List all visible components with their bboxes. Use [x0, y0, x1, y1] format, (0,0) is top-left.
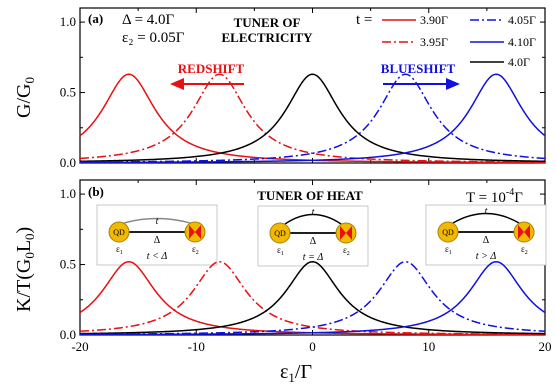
panel-b-tag: (b) [88, 184, 104, 199]
panel-a-ylabel: G/G0 [13, 77, 37, 118]
ytick-label: 0.0 [60, 155, 76, 170]
curves [79, 73, 546, 336]
inset-t-label: t [485, 206, 488, 217]
inset-delta-label: Δ [483, 235, 490, 246]
inset-t-label: t [312, 207, 315, 218]
ytick-label: 0.0 [60, 327, 76, 342]
redshift-label: REDSHIFT [178, 61, 245, 76]
ytick-label: 1.0 [60, 14, 76, 29]
legend-label: 4.10Γ [508, 35, 536, 49]
xtick-label: 0 [309, 339, 316, 354]
series-line-3.95Γ [79, 73, 546, 163]
inset-qd-circle [108, 221, 130, 243]
param-delta: Δ = 4.0Γ [122, 12, 175, 28]
series-line-4.10Γ [80, 260, 546, 336]
redshift-arrowhead [170, 78, 184, 90]
inset-e1-label: ε1 [445, 244, 452, 256]
series-line-4.05Γ [79, 73, 546, 163]
inset-e2-label: ε2 [343, 245, 350, 257]
series-line-4.0Γ [79, 73, 546, 163]
inset-majorana-right [524, 225, 530, 239]
param-epsilon2: ε₂ = 0.05Γ [122, 30, 185, 46]
inset-majorana-left [340, 226, 346, 240]
series-line-3.90Γ [79, 73, 545, 164]
inset-t-label: t [156, 216, 159, 227]
xtick-label: 20 [539, 339, 552, 354]
inset-diagram: QD t Δε1 ε2 t = Δ [257, 205, 369, 267]
inset-delta-label: Δ [154, 235, 161, 246]
tuner-electricity-line2: ELECTRICITY [221, 30, 313, 45]
ytick-label: 0.5 [60, 257, 76, 272]
legend-label: 3.95Γ [420, 35, 448, 49]
series-line-4.05Γ [80, 260, 546, 336]
legend-label: 4.0Γ [508, 55, 530, 69]
tuner-heat-title: TUNER OF HEAT [257, 188, 363, 203]
blueshift-label: BLUESHIFT [381, 61, 456, 76]
inset-e1-label: ε1 [277, 245, 284, 257]
inset-majorana-right [346, 226, 352, 240]
x-axis-label: ε1/Γ [280, 361, 312, 385]
blueshift-arrowhead [446, 78, 460, 90]
series-line-3.95Γ [79, 260, 545, 336]
inset-t-arc [123, 217, 191, 224]
legend-label: 3.90Γ [420, 13, 448, 27]
xtick-label: -10 [188, 339, 205, 354]
inset-e1-label: ε1 [116, 244, 123, 256]
inset-majorana-left [518, 225, 524, 239]
tuner-electricity-line1: TUNER OF [234, 15, 301, 30]
inset-e2-label: ε2 [192, 244, 199, 256]
inset-t-arc [284, 213, 342, 225]
series-line-4.10Γ [80, 73, 546, 164]
inset-condition: t = Δ [303, 252, 324, 263]
inset-qd-circle [269, 222, 291, 244]
inset-t-arc [452, 212, 520, 224]
legend-label: 4.05Γ [508, 13, 536, 27]
series-line-3.90Γ [79, 260, 545, 336]
inset-qd-label: QD [442, 228, 454, 237]
inset-majorana-right [195, 225, 201, 239]
ytick-label: 0.5 [60, 85, 76, 100]
series-line-4.0Γ [79, 260, 546, 335]
legend: t = 3.90Γ 3.95Γ 4.0Γ 4.05Γ 4.10Γ [356, 12, 536, 69]
inset-e2-label: ε2 [521, 244, 528, 256]
xtick-label: 10 [422, 339, 435, 354]
inset-diagram: QD t Δε1 ε2 t > Δ [425, 204, 547, 266]
inset-qd-label: QD [113, 228, 125, 237]
panel-a-tag: (a) [88, 11, 103, 26]
legend-prefix: t = [356, 12, 372, 28]
inset-delta-label: Δ [310, 236, 317, 247]
ytick-label: 1.0 [60, 186, 76, 201]
panel-b-ylabel: K/T(G0L0) [13, 227, 37, 312]
panel-a-axes: 0.0 0.5 1.0 [60, 8, 546, 170]
inset-qd-label: QD [274, 229, 286, 238]
inset-majorana-left [189, 225, 195, 239]
inset-condition: t > Δ [476, 251, 497, 262]
temperature-label: T = 10-4Γ [466, 187, 523, 206]
xtick-label: -20 [71, 339, 88, 354]
inset-condition: t < Δ [147, 251, 168, 262]
inset-qd-circle [437, 221, 459, 243]
